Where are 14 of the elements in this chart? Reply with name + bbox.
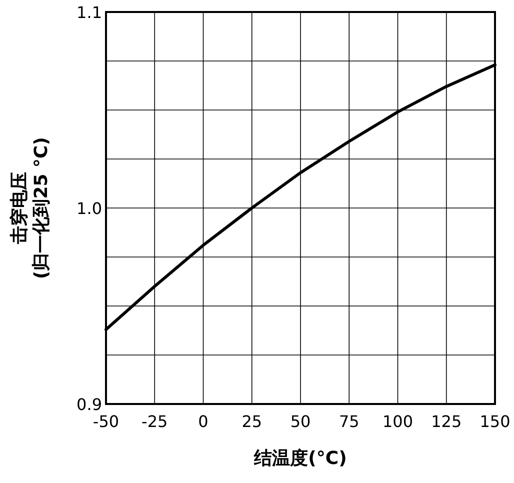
y-tick-label: 0.9: [76, 395, 102, 414]
x-tick-label: 125: [431, 412, 462, 431]
x-tick-label: 25: [242, 412, 262, 431]
x-tick-label: 75: [338, 412, 360, 431]
y-axis-title: 击穿电压 (归一化到25 °C): [9, 137, 52, 279]
y-tick-label: 1.0: [76, 199, 102, 218]
x-axis-title: 结温度(°C): [253, 448, 347, 469]
x-tick-label: 50: [290, 412, 311, 431]
x-tick-label: 100: [382, 412, 414, 431]
x-tick-label: -50: [92, 412, 120, 431]
x-tick-label: -25: [142, 412, 168, 431]
y-tick-label: 1.1: [76, 3, 102, 22]
x-tick-label: 150: [480, 412, 510, 431]
x-tick-label: 0: [198, 412, 208, 431]
